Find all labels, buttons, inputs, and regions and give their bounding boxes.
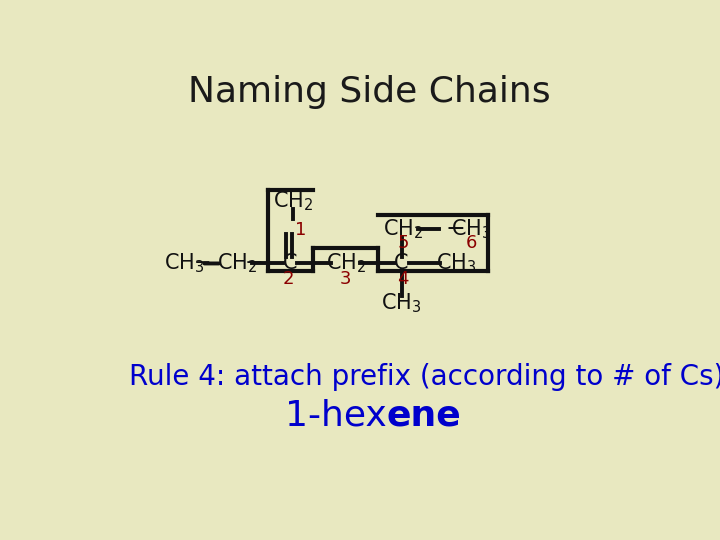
Text: $\mathregular{CH_3}$: $\mathregular{CH_3}$: [451, 217, 492, 241]
Text: 3: 3: [340, 270, 351, 288]
Text: $\mathregular{CH_2}$: $\mathregular{CH_2}$: [273, 190, 313, 213]
Text: $\mathregular{CH_2}$: $\mathregular{CH_2}$: [325, 252, 366, 275]
Text: 1-hex: 1-hex: [285, 398, 387, 432]
Text: −: −: [245, 253, 264, 273]
Text: $\mathregular{CH_2}$: $\mathregular{CH_2}$: [217, 252, 258, 275]
Text: 5: 5: [397, 234, 409, 252]
Text: $\mathregular{CH_3}$: $\mathregular{CH_3}$: [382, 292, 422, 315]
Text: −: −: [194, 253, 211, 273]
Text: $\mathregular{CH_3}$: $\mathregular{CH_3}$: [164, 252, 204, 275]
Text: $\mathregular{CH_2}$: $\mathregular{CH_2}$: [383, 217, 423, 241]
Text: −: −: [445, 217, 465, 241]
Text: ene: ene: [387, 398, 462, 432]
Text: Rule 4: attach prefix (according to # of Cs): Rule 4: attach prefix (according to # of…: [129, 363, 720, 390]
Text: C: C: [283, 253, 297, 273]
Text: Naming Side Chains: Naming Side Chains: [188, 75, 550, 109]
Text: 2: 2: [283, 270, 294, 288]
Text: C: C: [395, 253, 409, 273]
Text: 6: 6: [466, 234, 477, 252]
Text: $\mathregular{CH_3}$: $\mathregular{CH_3}$: [436, 252, 476, 275]
Text: 1: 1: [295, 221, 307, 239]
Text: 4: 4: [397, 270, 408, 288]
